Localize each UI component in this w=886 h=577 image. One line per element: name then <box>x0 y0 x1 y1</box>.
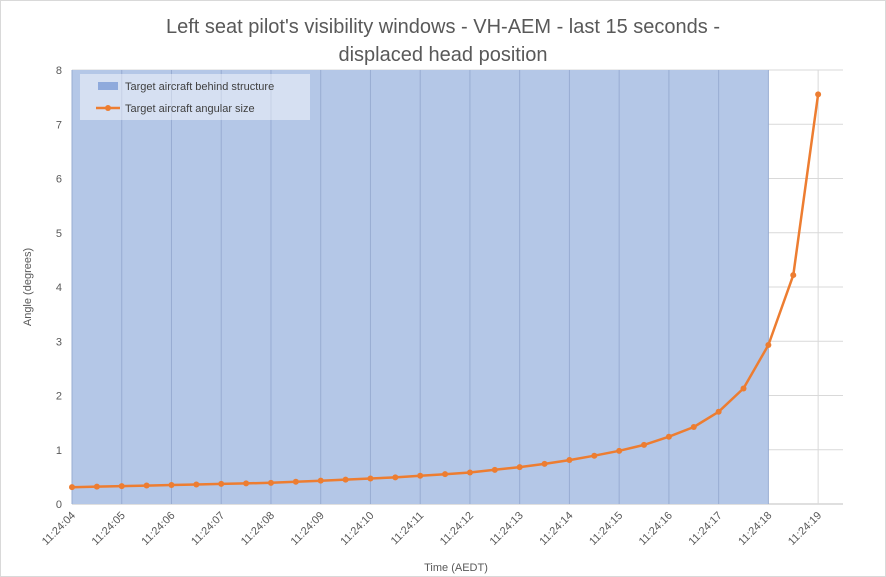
data-point <box>317 477 324 484</box>
x-tick-label: 11:24:08 <box>239 510 277 548</box>
y-tick-label: 5 <box>56 228 62 240</box>
x-tick-label: 11:24:05 <box>90 510 128 548</box>
data-point <box>740 385 747 392</box>
data-point <box>267 479 274 486</box>
data-point <box>541 460 548 467</box>
data-point <box>491 466 498 473</box>
data-point <box>641 441 648 448</box>
y-axis-label: Angle (degrees) <box>22 248 34 326</box>
data-point <box>715 408 722 415</box>
data-point <box>591 452 598 459</box>
x-tick-label: 11:24:10 <box>338 510 376 548</box>
legend: Target aircraft behind structure Target … <box>80 74 310 120</box>
data-point <box>392 474 399 481</box>
data-point <box>292 478 299 485</box>
data-point <box>516 464 523 471</box>
y-tick-label: 7 <box>56 119 62 131</box>
data-point <box>616 447 623 454</box>
x-tick-label: 11:24:16 <box>637 510 675 548</box>
data-point <box>466 469 473 476</box>
x-tick-label: 11:24:11 <box>389 510 427 548</box>
data-point <box>442 471 449 478</box>
data-point <box>193 481 200 488</box>
data-point <box>168 482 175 489</box>
data-point <box>367 475 374 482</box>
data-point <box>118 483 125 490</box>
chart-title-line-1: Left seat pilot's visibility windows - V… <box>166 16 720 38</box>
data-point <box>342 476 349 483</box>
x-tick-label: 11:24:14 <box>537 510 575 548</box>
data-point <box>790 272 797 279</box>
x-tick-label: 11:24:19 <box>786 510 824 548</box>
y-tick-label: 1 <box>56 445 62 457</box>
x-tick-label: 11:24:18 <box>736 510 774 548</box>
x-tick-label: 11:24:12 <box>438 510 476 548</box>
x-tick-label: 11:24:06 <box>139 510 177 548</box>
x-tick-label: 11:24:09 <box>289 510 327 548</box>
y-tick-label: 6 <box>56 174 62 186</box>
y-tick-label: 8 <box>56 65 62 77</box>
data-point <box>765 342 772 349</box>
data-point <box>93 483 100 490</box>
legend-label-region: Target aircraft behind structure <box>125 81 274 93</box>
x-tick-label: 11:24:15 <box>587 510 625 548</box>
x-tick-label: 11:24:17 <box>687 510 725 548</box>
data-point <box>815 91 822 98</box>
x-tick-label: 11:24:07 <box>189 510 227 548</box>
legend-background <box>80 74 310 120</box>
x-tick-label: 11:24:13 <box>488 510 526 548</box>
series-line-layer <box>69 91 822 491</box>
legend-label-line: Target aircraft angular size <box>125 103 255 115</box>
y-tick-label: 4 <box>56 282 62 294</box>
data-point <box>218 480 225 487</box>
data-point <box>690 423 697 430</box>
data-point <box>417 472 424 479</box>
x-axis-label: Time (AEDT) <box>424 562 488 574</box>
data-point <box>566 457 573 464</box>
chart-title-line-2: displaced head position <box>338 44 547 66</box>
data-point <box>143 482 150 489</box>
legend-swatch-marker <box>105 105 111 111</box>
x-tick-label: 11:24:04 <box>40 510 78 548</box>
legend-swatch-region <box>98 82 118 90</box>
data-point <box>69 484 75 491</box>
vertical-grid-layer <box>71 70 819 504</box>
y-tick-label: 3 <box>56 336 62 348</box>
data-point <box>243 480 250 487</box>
data-point <box>665 433 672 440</box>
y-tick-label: 2 <box>56 391 62 403</box>
y-tick-label: 0 <box>56 499 62 511</box>
